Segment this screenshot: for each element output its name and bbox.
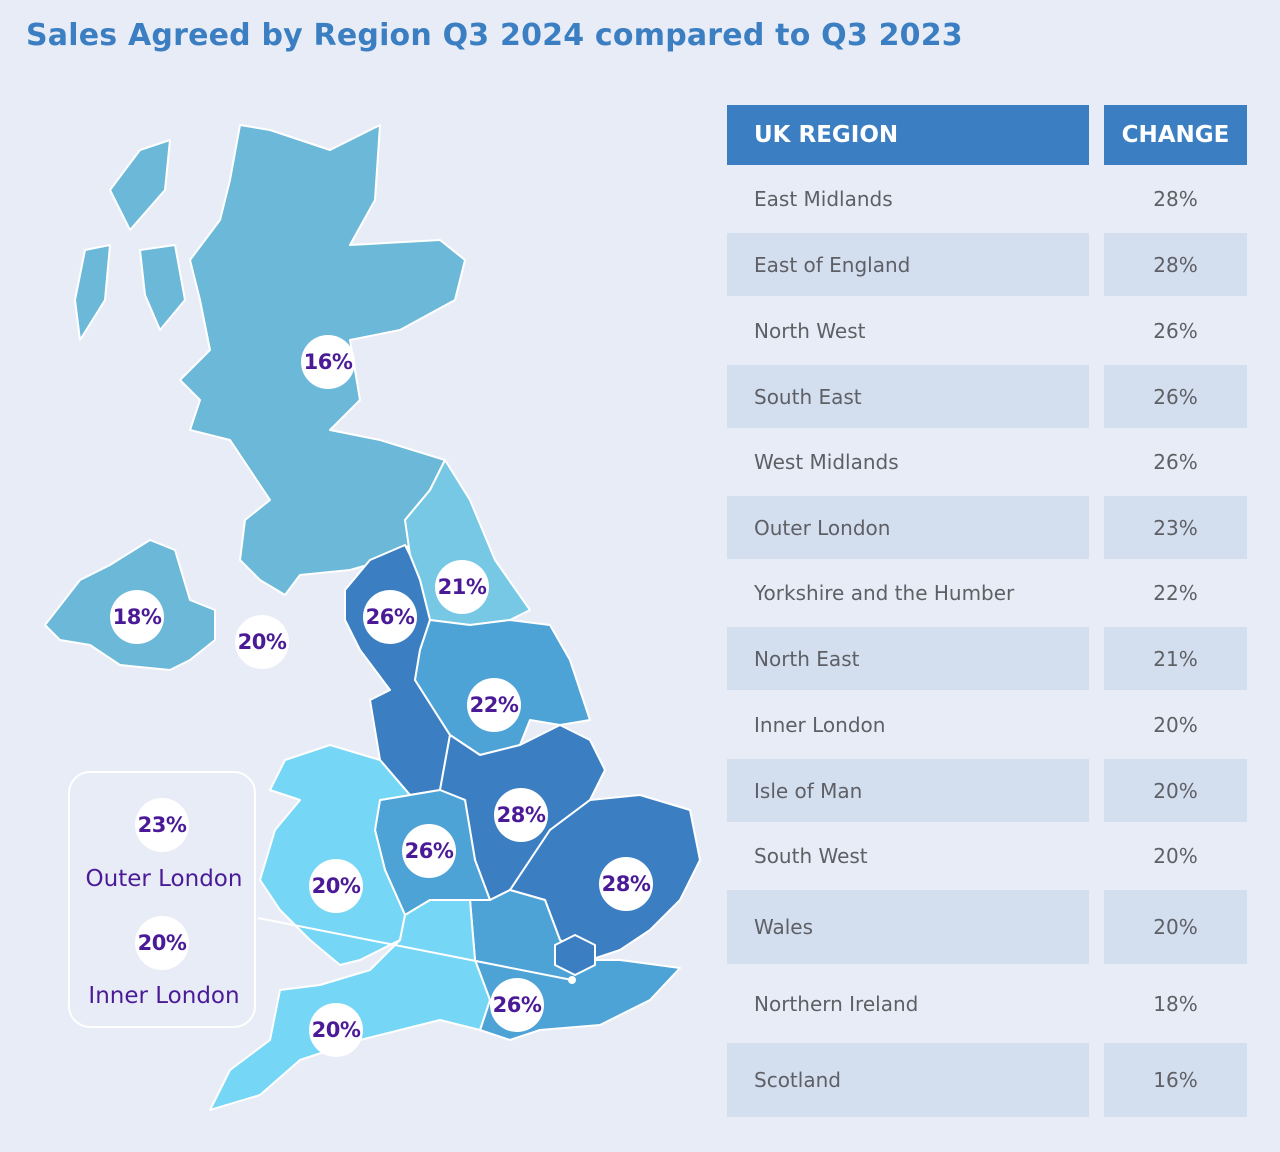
table-row: South West 20% (727, 822, 1247, 890)
change-value: 26% (1104, 365, 1247, 428)
region-name: Wales (727, 890, 1089, 964)
region-name: North East (727, 627, 1089, 690)
change-value: 18% (1153, 991, 1198, 1016)
change-value: 26% (1153, 318, 1198, 343)
region-name: East of England (727, 233, 1089, 296)
change-value: 23% (1104, 496, 1247, 559)
map-label-northern-ireland: 18% (110, 590, 164, 644)
region-london (554, 934, 596, 976)
region-name: Scotland (727, 1043, 1089, 1117)
london-pointer-line (257, 917, 573, 981)
page-title: Sales Agreed by Region Q3 2024 compared … (26, 18, 963, 53)
region-name: Yorkshire and the Humber (754, 581, 1015, 605)
region-name: Outer London (727, 496, 1089, 559)
outer-london-label: Outer London (85, 866, 243, 892)
change-value: 28% (1153, 187, 1198, 211)
table-row: Yorkshire and the Humber 22% (727, 559, 1247, 627)
table-row: North East 21% (727, 627, 1247, 690)
table-row: Outer London 23% (727, 496, 1247, 559)
outer-london-value: 23% (135, 798, 189, 852)
table-row: Wales 20% (727, 890, 1247, 964)
change-value: 16% (1104, 1043, 1247, 1117)
region-wales (259, 744, 411, 966)
change-value: 22% (1153, 581, 1198, 605)
table-row: West Midlands 26% (727, 428, 1247, 496)
map-label-south-west: 20% (309, 1003, 363, 1057)
map-label-east-midlands: 28% (494, 788, 548, 842)
map-label-yorkshire: 22% (467, 678, 521, 732)
header-change: CHANGE (1104, 105, 1247, 165)
table-row: East of England 28% (727, 233, 1247, 296)
table-row: Isle of Man 20% (727, 759, 1247, 822)
map-label-south-east: 26% (490, 978, 544, 1032)
region-scotland-isles (74, 244, 111, 341)
change-value: 20% (1153, 844, 1198, 868)
table-body: East Midlands 28% East of England 28% North … (727, 165, 1247, 1117)
region-scotland-islands (109, 139, 171, 231)
region-name: West Midlands (754, 450, 899, 474)
header-uk-region: UK REGION (727, 105, 1089, 165)
change-value: 20% (1104, 759, 1247, 822)
map-label-isle-of-man: 20% (235, 615, 289, 669)
map-label-north-west: 26% (363, 590, 417, 644)
map-label-east-of-england: 28% (599, 857, 653, 911)
inner-london-label: Inner London (88, 983, 240, 1009)
region-name: Inner London (754, 712, 886, 737)
london-pointer-dot (568, 976, 576, 984)
map-label-north-east: 21% (435, 560, 489, 614)
table-row: Northern Ireland 18% (727, 964, 1247, 1043)
change-value: 20% (1153, 712, 1198, 737)
change-value: 20% (1104, 890, 1247, 964)
table-row: East Midlands 28% (727, 165, 1247, 233)
region-name: North West (754, 318, 866, 343)
change-value: 26% (1153, 450, 1198, 474)
region-name: South West (754, 844, 868, 868)
change-value: 28% (1104, 233, 1247, 296)
inner-london-value: 20% (135, 916, 189, 970)
table-row: North West 26% (727, 296, 1247, 365)
table-header: UK REGION CHANGE (727, 105, 1247, 165)
map-label-west-midlands: 26% (402, 824, 456, 878)
region-name: Northern Ireland (754, 991, 919, 1016)
table-row: Inner London 20% (727, 690, 1247, 759)
table-row: Scotland 16% (727, 1043, 1247, 1117)
region-change-table: UK REGION CHANGE East Midlands 28% East of… (727, 105, 1247, 1117)
region-name: Isle of Man (727, 759, 1089, 822)
map-label-scotland: 16% (301, 335, 355, 389)
table-row: South East 26% (727, 365, 1247, 428)
region-name: East Midlands (754, 187, 893, 211)
change-value: 21% (1104, 627, 1247, 690)
map-label-wales: 20% (309, 859, 363, 913)
london-inset: 23% Outer London 20% Inner London (68, 771, 256, 1028)
region-name: South East (727, 365, 1089, 428)
region-scotland-isle-2 (139, 244, 186, 331)
